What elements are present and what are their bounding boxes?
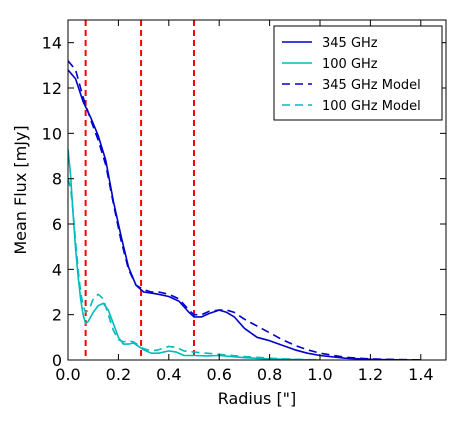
x-tick-label: 1.0	[307, 365, 332, 384]
series-line	[68, 60, 421, 360]
series-line	[68, 149, 321, 360]
legend-label: 100 GHz	[322, 57, 378, 72]
x-tick-label: 0.0	[55, 365, 80, 384]
y-tick-label: 4	[52, 260, 62, 279]
y-axis-label: Mean Flux [mJy]	[11, 125, 30, 254]
x-tick-label: 0.4	[156, 365, 181, 384]
x-tick-label: 0.6	[206, 365, 231, 384]
x-tick-label: 0.2	[106, 365, 131, 384]
reference-lines	[84, 20, 195, 360]
legend: 345 GHz 100 GHz 345 GHz Model 100 GHz Model	[273, 25, 443, 121]
x-tick-label: 0.8	[257, 365, 282, 384]
y-tick-label: 6	[52, 215, 62, 234]
y-tick-label: 12	[42, 79, 62, 98]
x-axis-label: Radius ["]	[218, 389, 297, 408]
y-tick-label: 2	[52, 306, 62, 325]
x-tick-label: 1.2	[358, 365, 383, 384]
series-line	[68, 178, 321, 360]
x-tick-label: 1.4	[408, 365, 433, 384]
legend-label: 100 GHz Model	[322, 99, 421, 114]
legend-label: 345 GHz Model	[322, 78, 421, 93]
plot-frame	[67, 19, 447, 361]
y-tick-label: 0	[52, 351, 62, 370]
y-tick-label: 14	[42, 34, 62, 53]
series-lines	[68, 60, 421, 360]
legend-label: 345 GHz	[322, 36, 378, 51]
y-tick-label: 10	[42, 124, 62, 143]
axis-ticks: 0.0 0.2 0.4 0.6 0.8 1.0 1.2 1.4 0 2 4 6 8 10 12 14	[42, 20, 446, 384]
y-tick-label: 8	[52, 170, 62, 189]
